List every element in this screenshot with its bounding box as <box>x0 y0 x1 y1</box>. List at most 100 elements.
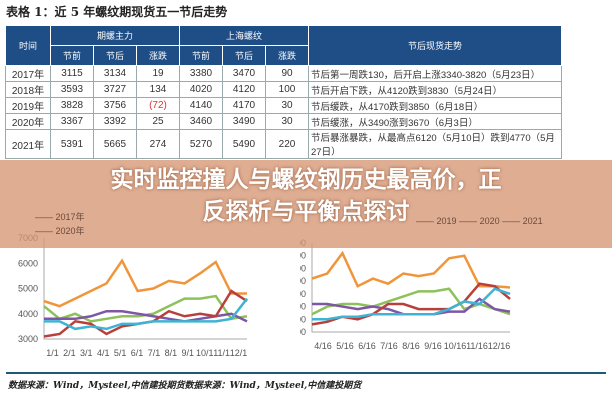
legend-right: —— 2019 —— 2020 —— 2021 <box>416 216 543 226</box>
cell-futures: 19 <box>136 65 180 82</box>
legend-item: 2020 <box>479 216 500 226</box>
series-line <box>44 297 248 331</box>
x-tick-label: 9/16 <box>424 341 442 351</box>
cell-futures: 3392 <box>93 113 137 130</box>
legend-left: —— 2017年 —— 2020年 <box>35 212 85 236</box>
cell-spot: 30 <box>265 113 309 130</box>
legend-item: 2017年 <box>55 212 85 222</box>
cell-year: 2019年 <box>5 97 51 114</box>
legend-item: 2020年 <box>55 226 85 236</box>
cell-spot: 220 <box>265 129 309 159</box>
cell-spot: 4170 <box>222 97 266 114</box>
headline: 实时监控撞人与螺纹钢历史最高价，正 反探析与平衡点探讨 <box>0 164 612 228</box>
cell-futures: 3828 <box>50 97 94 114</box>
legend-item: 2021 <box>522 216 543 226</box>
x-tick-label: 7/1 <box>148 348 161 358</box>
header-spot: 上海螺纹 <box>179 25 309 46</box>
cell-spot: 4020 <box>179 81 223 98</box>
x-tick-label: 6/16 <box>358 341 376 351</box>
x-tick-label: 11/16 <box>466 341 488 351</box>
subheader: 节后 <box>222 45 266 66</box>
cell-spot: 5270 <box>179 129 223 159</box>
cell-trend: 节后缓跌，从4170跌到3850（6月18日） <box>308 97 562 114</box>
x-tick-label: 4/16 <box>314 341 332 351</box>
series-line <box>312 287 511 321</box>
cell-futures: 5665 <box>93 129 137 159</box>
cell-spot: 3380 <box>179 65 223 82</box>
x-tick-label: 12/16 <box>488 341 511 351</box>
x-tick-label: 10/1 <box>196 348 214 358</box>
cell-spot: 3470 <box>222 65 266 82</box>
y-tick-label: 5500 <box>300 263 306 273</box>
cell-year: 2021年 <box>5 129 51 159</box>
y-tick-label: 5000 <box>300 276 306 286</box>
cell-futures: 3367 <box>50 113 94 130</box>
cell-spot: 4120 <box>222 81 266 98</box>
series-line <box>311 287 511 316</box>
cell-trend: 节后开启下跌，从4120跌到3830（5月24日） <box>308 81 562 98</box>
x-tick-label: 11/1 <box>213 348 230 358</box>
subheader: 涨跌 <box>265 45 309 66</box>
subheader: 节后 <box>93 45 137 66</box>
header-trend: 节后现货走势 <box>308 25 562 66</box>
cell-year: 2020年 <box>5 113 51 130</box>
series-line <box>311 250 511 289</box>
header-futures: 期螺主力 <box>50 25 180 46</box>
subheader: 节前 <box>179 45 223 66</box>
x-tick-label: 12/1 <box>230 348 248 358</box>
divider <box>6 372 606 374</box>
x-tick-label: 4/1 <box>97 348 110 358</box>
cell-futures: (72) <box>136 97 180 114</box>
title-banner <box>0 160 612 248</box>
cell-year: 2018年 <box>5 81 51 98</box>
cell-futures: 3593 <box>50 81 94 98</box>
chart-right: 650060005500500045004000350030004/165/16… <box>300 238 511 351</box>
table-row: 2018年 3593 3727 134 4020 4120 100 节后开启下跌，从4120跌… <box>5 81 562 98</box>
cell-futures: 3727 <box>93 81 137 98</box>
headline-line-2: 反探析与平衡点探讨 <box>202 199 410 225</box>
cell-spot: 90 <box>265 65 309 82</box>
series-line <box>43 258 247 308</box>
x-tick-label: 8/1 <box>165 348 178 358</box>
x-tick-label: 10/16 <box>444 341 467 351</box>
axis <box>43 238 247 340</box>
cell-futures: 3115 <box>50 65 94 82</box>
cell-futures: 134 <box>136 81 180 98</box>
y-tick-label: 6000 <box>300 251 306 261</box>
cell-trend: 节后缓涨，从3490涨到3670（6月3日） <box>308 113 562 130</box>
table-row: 2019年 3828 3756 (72) 4140 4170 30 节后缓跌，从4170跌到3… <box>5 97 562 114</box>
cell-futures: 274 <box>136 129 180 159</box>
x-tick-label: 1/1 <box>46 348 59 358</box>
legend-item: 2019 <box>436 216 457 226</box>
table-row: 2017年 3115 3134 19 3380 3470 90 节后第一周跌130，后开启上涨… <box>5 65 562 82</box>
table-title: 表格 1：近 5 年螺纹期现货五一节后走势 <box>6 5 228 19</box>
cell-futures: 3756 <box>93 97 137 114</box>
cell-trend: 节后暴涨暴跌，从最高点6120（5月10日）跌到4770（5月27日） <box>308 129 562 159</box>
cell-trend: 节后第一周跌130，后开启上涨3340-3820（5月23日） <box>308 65 562 82</box>
x-tick-label: 9/1 <box>182 348 195 358</box>
x-tick-label: 7/16 <box>380 341 398 351</box>
y-tick-label: 3000 <box>18 334 38 344</box>
y-tick-label: 4000 <box>18 309 38 319</box>
table-row: 2021年 5391 5665 274 5270 5490 220 节后暴涨暴跌，从最高点61… <box>5 129 562 159</box>
y-tick-label: 4000 <box>300 302 306 312</box>
chart-left: 700060005000400030001/12/13/14/15/16/17/… <box>18 233 248 358</box>
header-time: 时间 <box>5 25 51 66</box>
cell-spot: 3460 <box>179 113 223 130</box>
cell-spot: 100 <box>265 81 309 98</box>
headline-line-1: 实时监控撞人与螺纹钢历史最高价，正 <box>110 167 502 193</box>
axis <box>311 243 510 333</box>
cell-spot: 5490 <box>222 129 266 159</box>
subheader: 涨跌 <box>136 45 180 66</box>
table-row: 2020年 3367 3392 25 3460 3490 30 节后缓涨，从3490涨到367… <box>5 113 562 130</box>
x-tick-label: 2/1 <box>63 348 76 358</box>
cell-year: 2017年 <box>5 65 51 82</box>
x-tick-label: 6/1 <box>131 348 144 358</box>
y-tick-label: 4500 <box>300 289 306 299</box>
x-tick-label: 8/16 <box>402 341 420 351</box>
cell-spot: 3490 <box>222 113 266 130</box>
cell-futures: 5391 <box>50 129 94 159</box>
data-source: 数据来源：Wind，Mysteel,中信建投期货数据来源：Wind，Mystee… <box>8 381 362 391</box>
x-tick-label: 3/1 <box>80 348 93 358</box>
